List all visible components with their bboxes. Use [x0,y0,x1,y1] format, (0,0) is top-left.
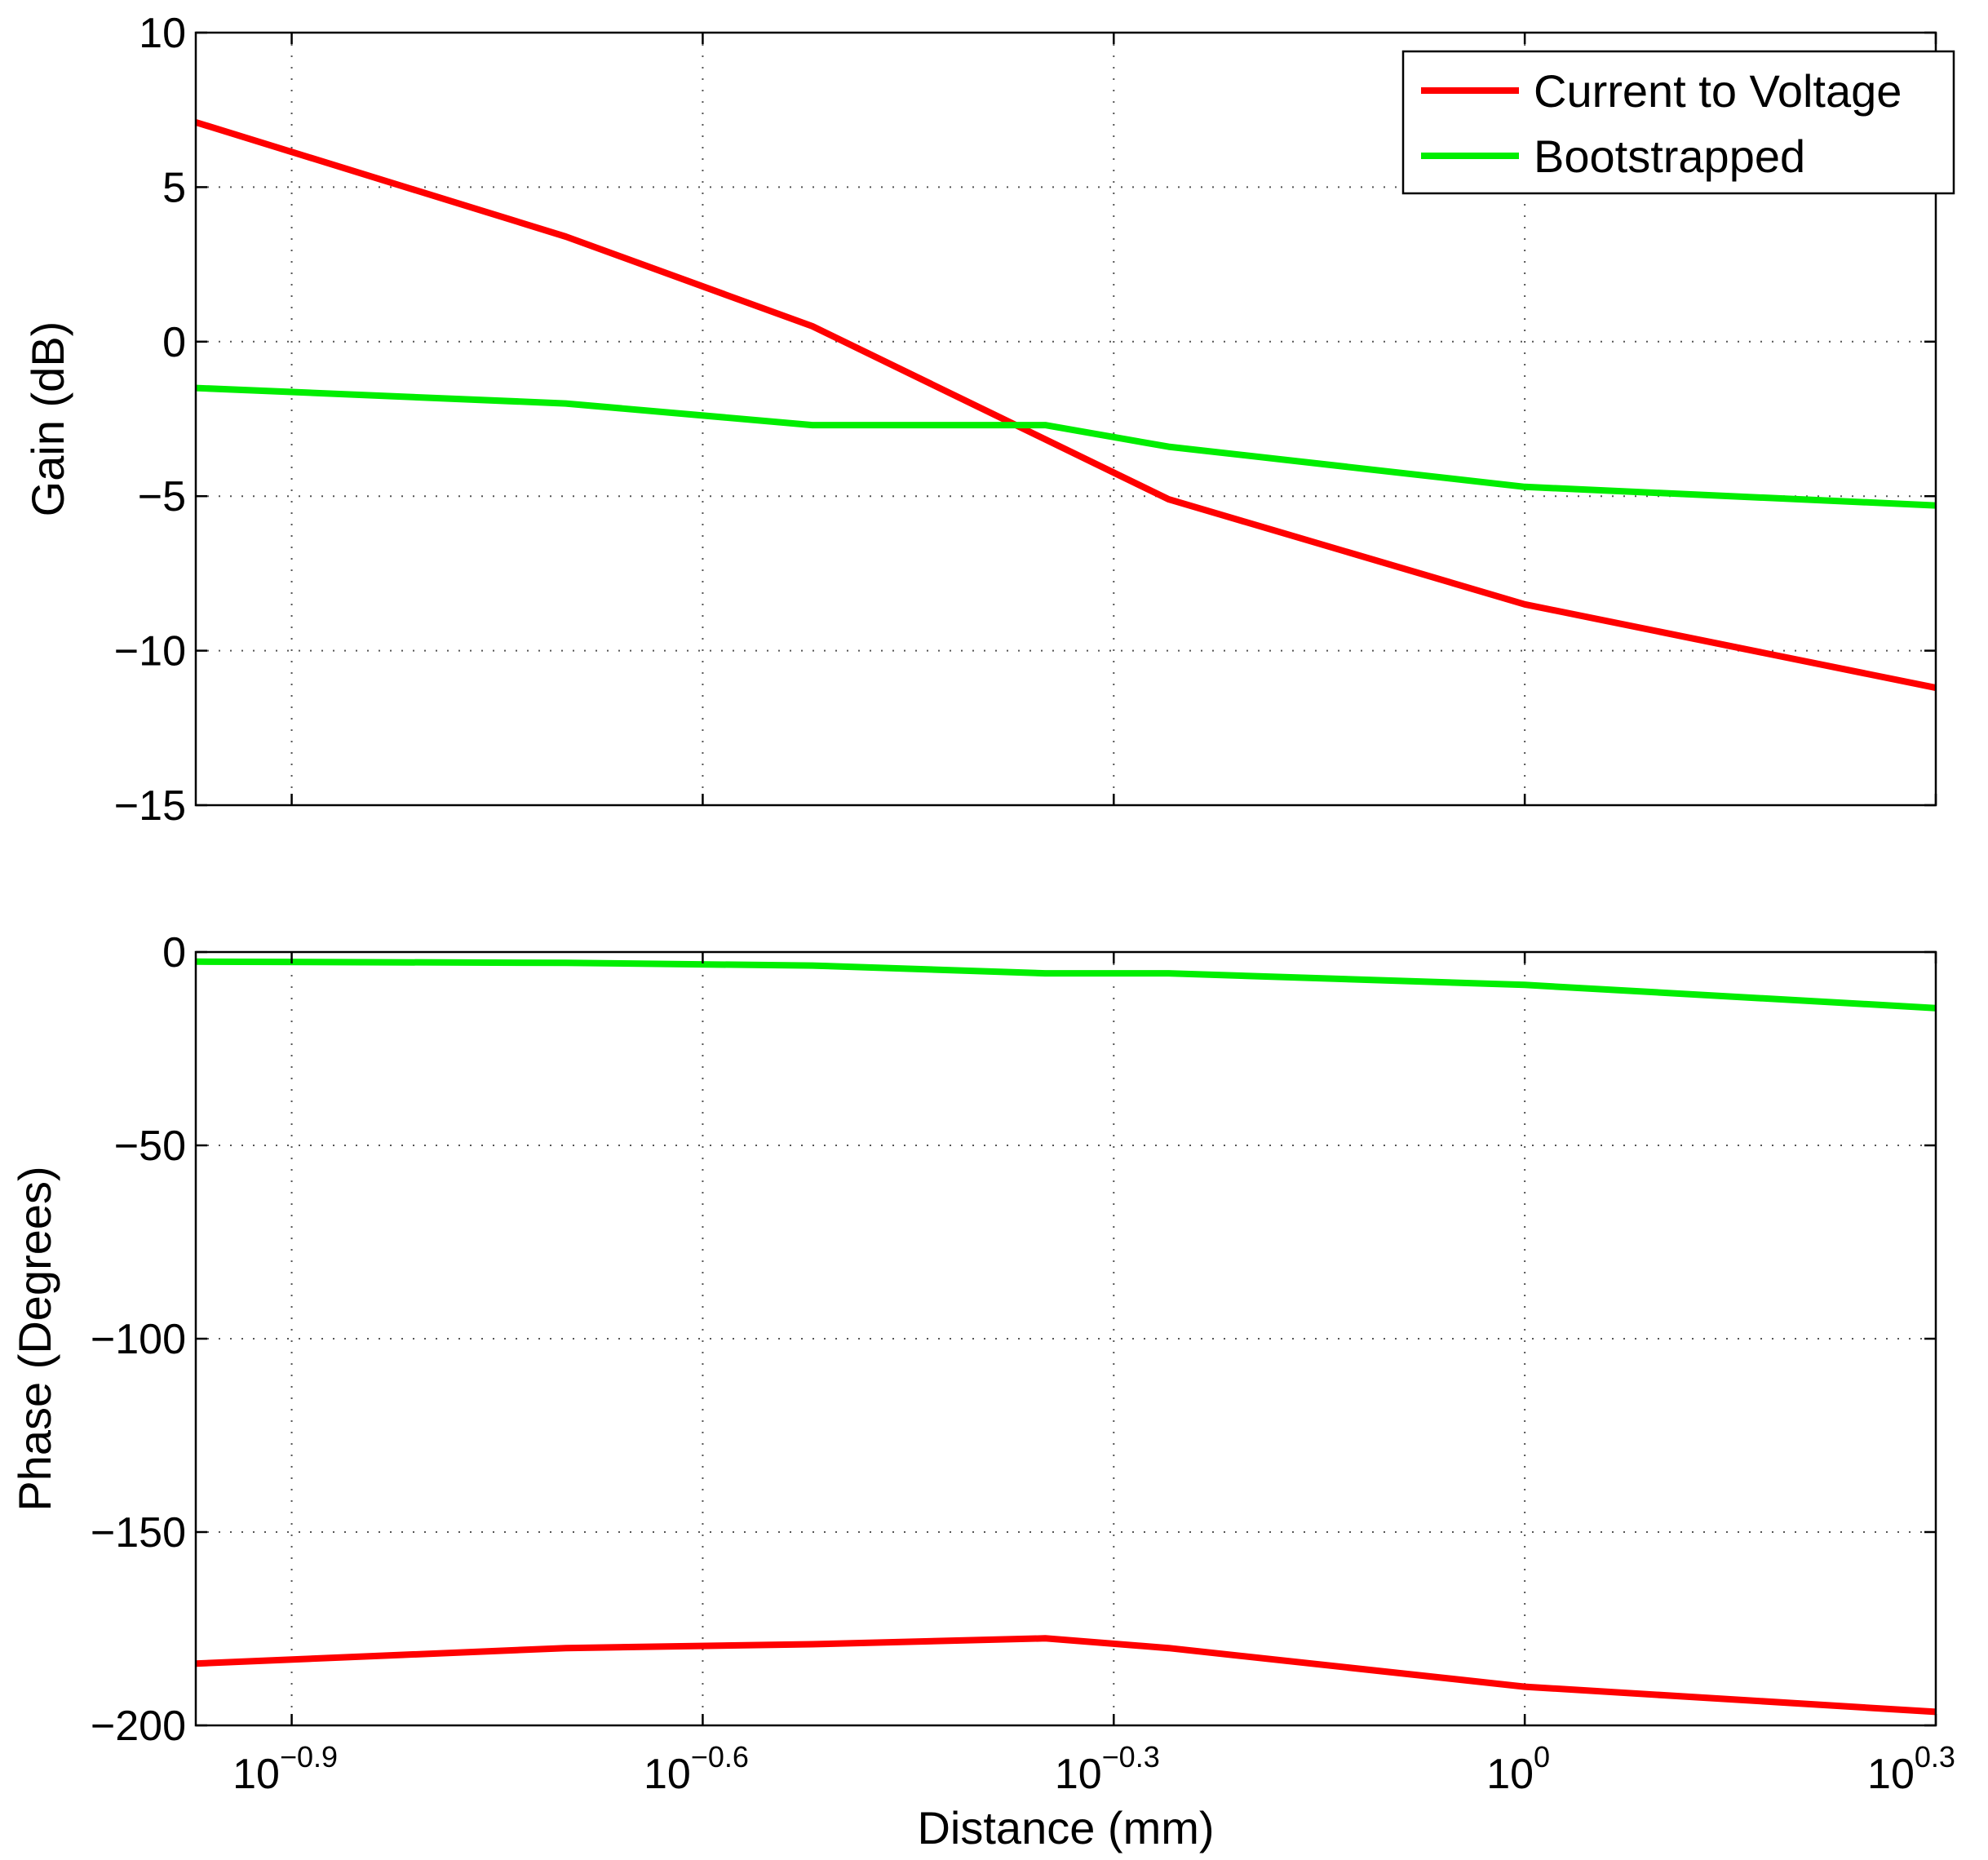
gain-y-tick-label: −15 [114,782,186,830]
gain-series-current-to-voltage [194,119,1937,692]
gain-panel: 10 5 0 −5 −10 −15 Gain (dB) Current to Voltag… [22,10,1955,830]
legend-label: Bootstrapped [1534,131,1805,182]
gain-y-tick-label: 10 [139,10,186,57]
phase-y-tick-label: −50 [114,1123,186,1170]
x-tick-label: 100 [1486,1740,1550,1798]
gain-y-tick-label: −5 [138,473,186,520]
gain-y-tick-label: −10 [114,628,186,675]
x-tick-label: 10−0.6 [644,1740,749,1798]
x-tick-label: 10−0.9 [232,1740,338,1798]
phase-y-tick-label: 0 [162,929,186,976]
gain-axes-frame [194,31,1937,807]
phase-y-tick-label: −200 [91,1703,186,1750]
legend-label: Current to Voltage [1534,65,1902,117]
gain-series-bootstrapped [195,384,1937,509]
phase-y-axis-label: Phase (Degrees) [9,1166,60,1511]
phase-y-tick-label: −100 [91,1316,186,1363]
x-tick-label: 100.3 [1867,1740,1955,1798]
legend-box [1401,50,1955,195]
phase-series-bootstrapped [195,958,1937,1012]
gain-y-axis-label: Gain (dB) [22,321,73,517]
phase-panel: 0 −50 −100 −150 −200 10−0.9 10−0.6 10−0.3 100 100… [9,929,1955,1853]
phase-series-current-to-voltage [195,1635,1937,1716]
gain-y-tick-label: 5 [162,164,186,211]
gain-y-tick-label: 0 [162,319,186,366]
phase-y-tick-label: −150 [91,1509,186,1557]
x-axis-label: Distance (mm) [917,1802,1214,1853]
x-tick-label: 10−0.3 [1055,1740,1160,1798]
